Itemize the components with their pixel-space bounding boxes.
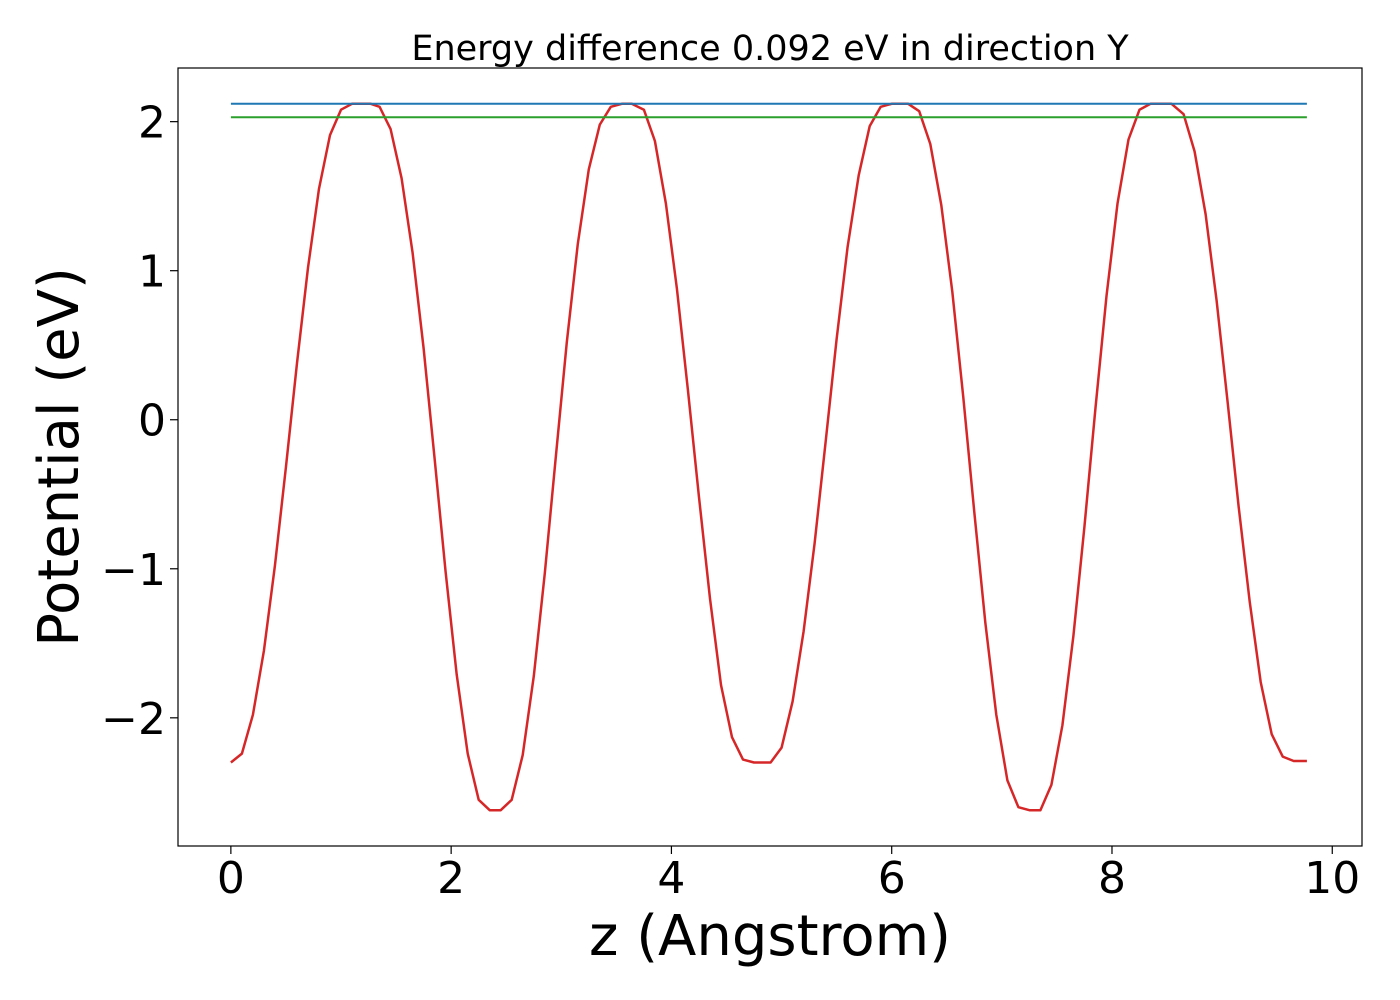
y-axis: −2 −1 0 1 2 (101, 98, 178, 745)
x-axis: 0 2 4 6 8 10 (217, 846, 1360, 904)
x-tick-label: 0 (217, 853, 245, 904)
plot-area (230, 102, 1307, 812)
y-tick-label: 0 (138, 396, 166, 447)
x-tick-label: 10 (1304, 853, 1360, 904)
y-tick-label: −1 (101, 545, 166, 596)
x-tick-label: 8 (1098, 853, 1126, 904)
x-tick-label: 4 (657, 853, 685, 904)
y-tick-label: 1 (138, 247, 166, 298)
x-axis-label: z (Angstrom) (589, 904, 951, 969)
x-tick-label: 2 (437, 853, 465, 904)
y-tick-label: −2 (101, 694, 166, 745)
y-axis-label: Potential (eV) (27, 267, 92, 647)
x-tick-label: 6 (878, 853, 906, 904)
plot-frame (177, 67, 1363, 847)
series-line-0 (230, 102, 1307, 812)
y-tick-label: 2 (138, 98, 166, 149)
chart-title: Energy difference 0.092 eV in direction … (411, 29, 1129, 69)
